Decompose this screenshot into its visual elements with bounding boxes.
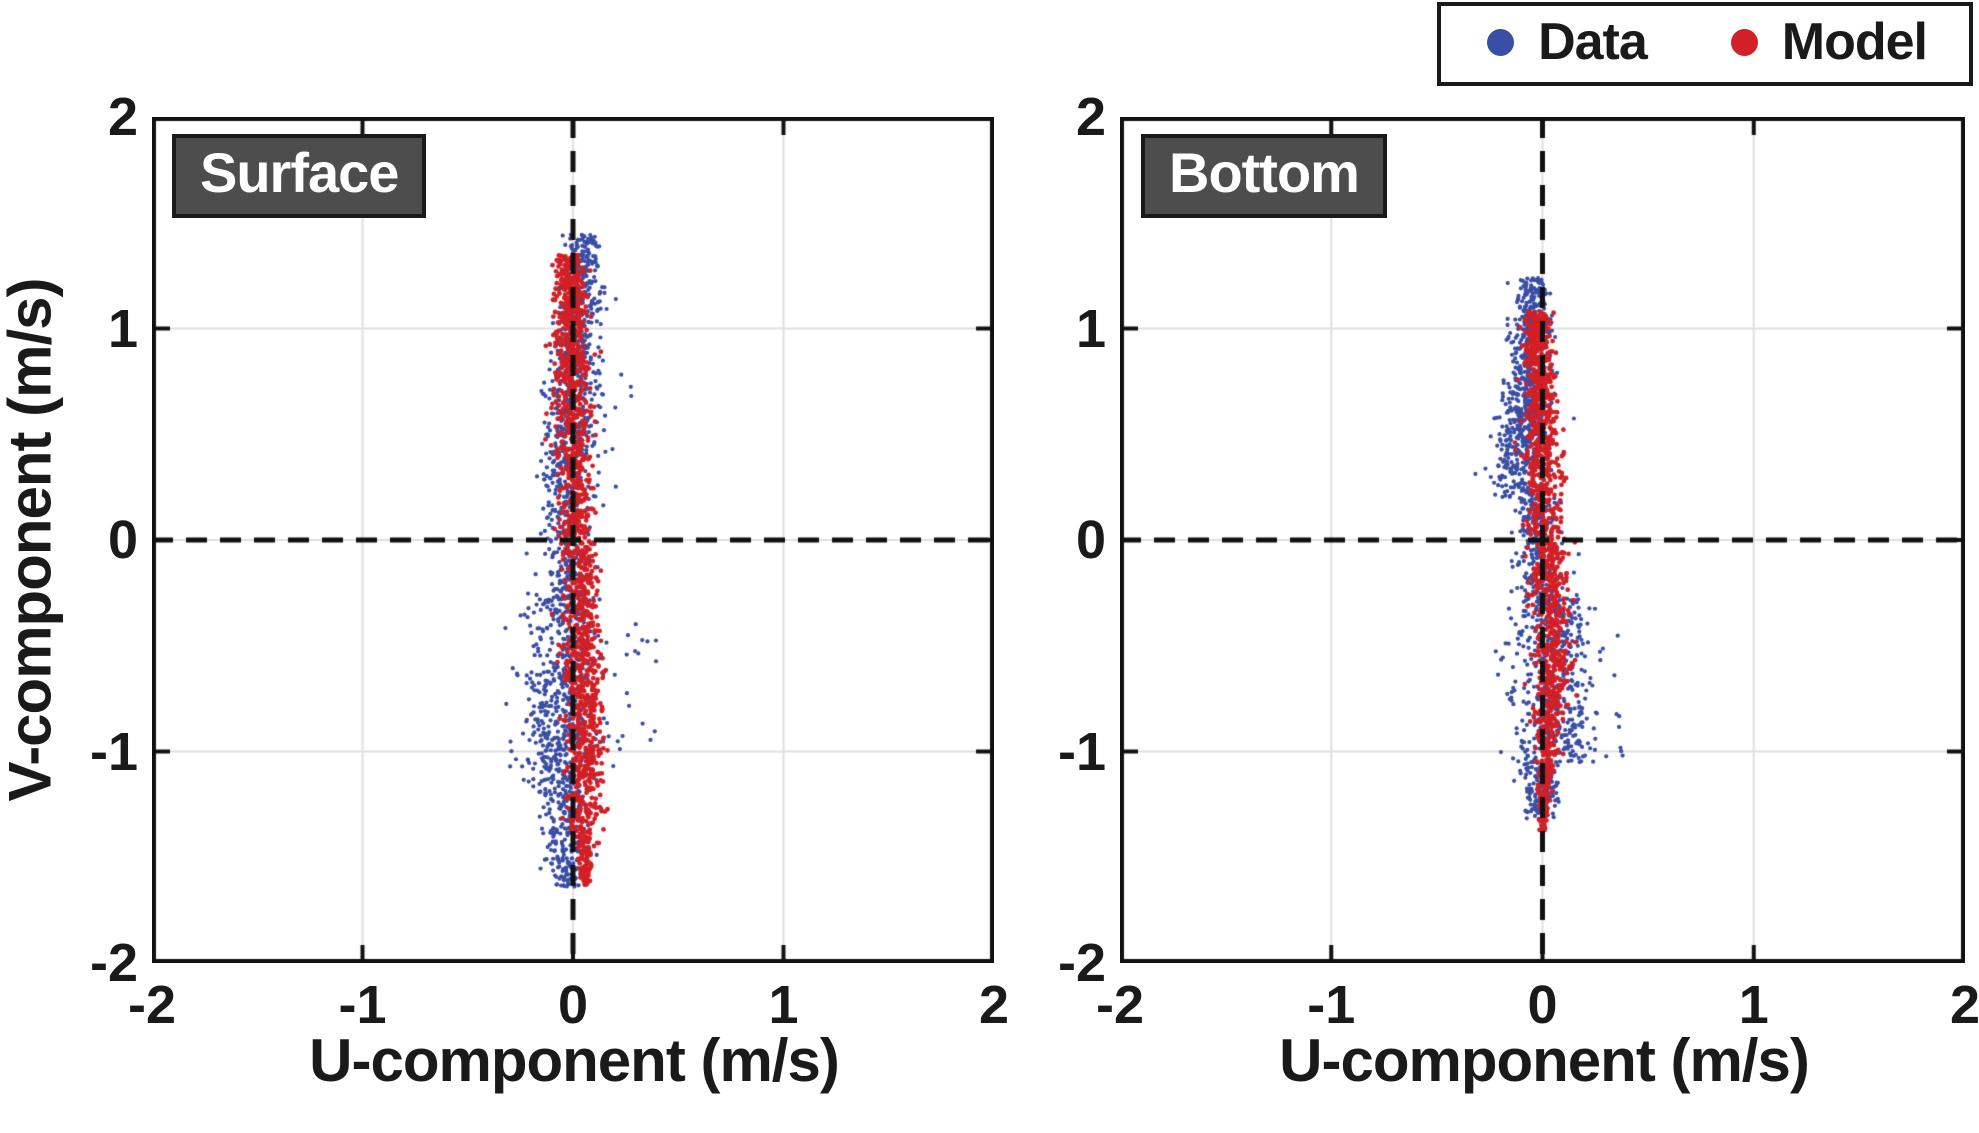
y-tick-label: -1 [1057,721,1106,782]
x-tick-label: 2 [978,975,1010,1035]
legend-label-data: Data [1538,13,1648,71]
model-marker-icon [1730,28,1758,56]
surface-plot-canvas [152,117,994,963]
legend-entry-data: Data [1487,13,1648,71]
x-tick-label: 1 [1738,975,1769,1035]
x-tick-label: 1 [768,975,799,1035]
y-tick-label: 2 [107,87,138,147]
legend-label-model: Model [1781,13,1928,71]
bottom-plot-canvas [1120,117,1965,963]
x-tick-label: -2 [1095,975,1145,1035]
x-axis-label-surface: U-component (m/s) [309,1027,840,1094]
x-tick-label: -1 [338,975,387,1035]
x-tick-label: 0 [1527,975,1558,1035]
y-tick-label: 0 [107,510,138,570]
x-tick-label: 2 [1949,975,1979,1035]
y-tick-label: -2 [89,933,138,993]
panel-label-surface: Surface [172,134,427,218]
panel-label-bottom: Bottom [1141,134,1387,218]
y-tick-label: 0 [1075,510,1106,570]
legend-entry-model: Model [1730,13,1928,71]
y-tick-label: 1 [1075,298,1106,359]
data-marker-icon [1487,28,1515,56]
x-tick-label: 0 [557,975,589,1035]
x-axis-label-bottom: U-component (m/s) [1279,1027,1810,1094]
panel-label-bottom-text: Bottom [1169,141,1360,204]
y-tick-label: 1 [107,298,138,359]
y-tick-label: 2 [1075,87,1106,147]
y-tick-label: -1 [89,721,138,782]
legend: Data Model [1437,2,1973,86]
x-tick-label: -2 [127,975,177,1035]
y-tick-label: -2 [1057,933,1106,993]
panel-label-surface-text: Surface [200,141,399,204]
x-tick-label: -1 [1307,975,1356,1035]
